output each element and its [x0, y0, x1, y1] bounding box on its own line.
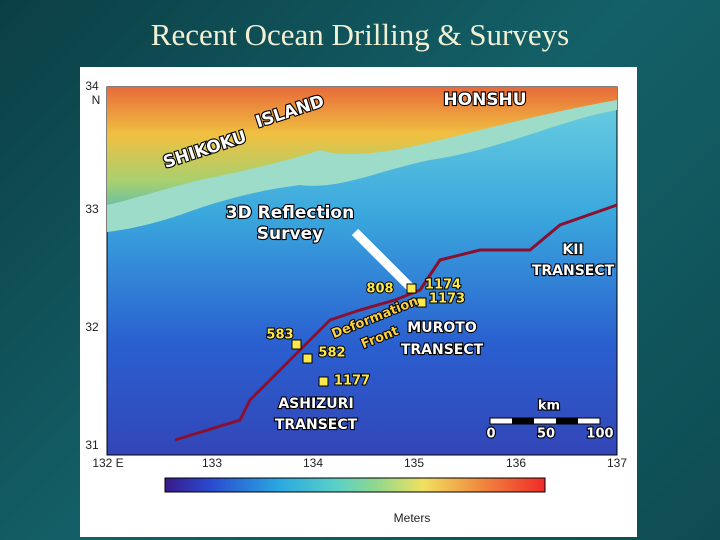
colorbar: Meters: [164, 477, 546, 525]
colorbar-rect: [164, 477, 546, 493]
lat-label: 33: [85, 202, 99, 216]
lon-label: 132 E: [92, 456, 123, 470]
lon-label: 133: [202, 456, 222, 470]
transect-label: MUROTO: [407, 320, 477, 336]
site-marker: [318, 376, 329, 387]
site-label: 1177: [334, 374, 370, 389]
transect-label: TRANSECT: [401, 342, 484, 358]
lon-label: 135: [404, 456, 424, 470]
scale-label: 50: [537, 427, 555, 442]
site-label: 808: [366, 282, 393, 297]
scale-bar-segment: [556, 418, 578, 424]
site-label: 582: [318, 346, 345, 361]
site-label: 1174: [425, 278, 461, 293]
axes: 34 N 33 32 31 132 E 133 134 135 136 137: [85, 79, 627, 470]
scale-label: 0: [486, 427, 495, 442]
survey-label: 3D Reflection: [226, 203, 354, 223]
transect-label: TRANSECT: [275, 417, 358, 433]
transect-label: KII: [562, 242, 583, 258]
scale-bar-segment: [512, 418, 534, 424]
lat-unit: N: [92, 93, 101, 107]
colorbar-unit: Meters: [394, 511, 431, 525]
lat-label: 31: [85, 438, 99, 452]
survey-label: Survey: [257, 224, 323, 244]
lat-label: 34: [85, 79, 99, 93]
site-label: 1173: [429, 292, 465, 307]
site-marker: [291, 339, 302, 350]
site-label: 583: [266, 328, 293, 343]
lon-label: 136: [506, 456, 526, 470]
lon-label: 134: [303, 456, 323, 470]
site-marker: [416, 297, 427, 308]
scale-unit: km: [538, 399, 560, 414]
survey-swath: [351, 228, 417, 294]
deformation-front-line: [174, 203, 618, 442]
transect-label: TRANSECT: [532, 263, 615, 279]
lat-label: 32: [85, 320, 99, 334]
land: [107, 87, 617, 205]
site-marker: [302, 353, 313, 364]
scale-bar: km 0 50 100: [485, 397, 614, 442]
transect-label: ASHIZURI: [278, 396, 353, 412]
scale-label: 100: [586, 427, 613, 442]
map: HONSHU SHIKOKU ISLAND 3D Reflection Surv…: [106, 86, 618, 456]
site-marker: [406, 283, 417, 294]
slide-title: Recent Ocean Drilling & Surveys: [151, 17, 569, 52]
scale-bar-rect: [489, 417, 601, 425]
place-label: HONSHU: [443, 90, 526, 110]
lon-label: 137: [607, 456, 627, 470]
